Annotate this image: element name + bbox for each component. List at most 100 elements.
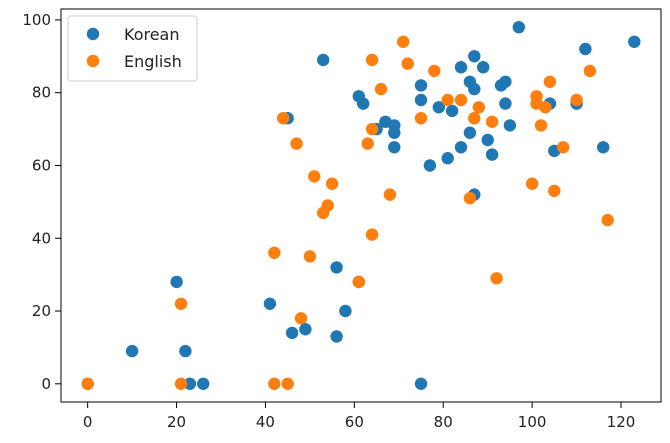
english-point [454,93,468,107]
korean-point [454,60,468,74]
korean-point [454,141,468,154]
korean-point [579,42,592,56]
korean-point [414,79,428,92]
y-tick-label: 80 [32,84,51,102]
korean-point [317,53,330,67]
english-point [174,377,188,390]
english-point [525,177,539,190]
korean-point [499,75,512,89]
korean-point [170,275,183,289]
points-layer [81,21,641,390]
english-point [321,199,334,212]
english-point [570,93,583,107]
y-tick-label: 100 [22,11,51,29]
english-point [401,57,414,70]
korean-point [441,152,454,165]
x-tick-label: 100 [518,413,547,431]
korean-point [445,104,459,118]
english-point [468,112,481,125]
x-tick-label: 20 [167,413,186,431]
legend-marker-korean [86,27,100,41]
x-tick-label: 120 [607,413,636,431]
english-point [414,112,428,125]
english-point [365,122,379,136]
english-point [557,141,570,154]
legend: Korean English [67,15,198,82]
korean-point [485,148,499,161]
english-point [472,101,485,114]
y-tick-label: 40 [32,229,51,247]
legend-label-korean: Korean [124,25,180,44]
y-tick-label: 0 [41,375,51,393]
english-point [325,177,339,190]
korean-point [468,82,481,96]
korean-point [481,133,494,147]
korean-point [125,344,139,358]
korean-point [388,141,401,154]
korean-point [263,297,277,310]
legend-box [67,15,198,82]
korean-point [285,326,299,340]
english-point [303,250,317,263]
english-point [539,101,552,114]
korean-point [357,97,370,110]
english-point [81,377,94,390]
english-point [583,64,597,78]
english-point [601,213,614,227]
x-tick-label: 80 [434,413,453,431]
legend-label-english: English [124,52,182,71]
axis-ticks: 0 20 40 60 80 100 120 0 20 40 60 80 100 [22,11,635,431]
english-point [530,90,543,103]
korean-point [339,304,352,318]
korean-point [477,60,490,74]
korean-point [463,126,477,139]
korean-point [628,35,641,48]
korean-point [299,323,312,336]
korean-point [414,93,428,107]
y-tick-label: 60 [32,156,51,174]
korean-point [179,344,192,358]
korean-point [432,101,445,114]
x-tick-label: 40 [256,413,275,431]
english-point [534,119,548,132]
korean-point [423,159,437,172]
english-point [463,192,477,205]
english-point [428,64,441,78]
english-point [281,377,294,390]
english-point [485,115,499,128]
english-point [490,272,503,285]
korean-point [414,377,428,390]
english-point [361,137,374,150]
english-point [352,275,365,289]
korean-point [503,119,517,132]
korean-point [388,126,401,139]
y-tick-label: 20 [32,302,51,320]
english-point [374,82,388,96]
series-english [81,35,614,390]
english-point [277,112,290,125]
english-point [365,53,379,67]
english-point [548,184,561,198]
english-point [397,35,410,48]
english-point [290,137,303,150]
english-point [308,170,321,183]
korean-point [197,377,210,390]
korean-point [499,97,512,110]
english-point [268,246,281,259]
english-point [268,377,281,390]
korean-point [330,261,343,274]
english-point [174,297,188,310]
korean-point [512,21,525,34]
x-tick-label: 0 [83,413,93,431]
english-point [365,228,379,241]
x-tick-label: 60 [345,413,364,431]
korean-point [468,50,481,63]
korean-point [330,330,343,343]
english-point [441,93,454,107]
plot-frame [60,8,662,403]
english-point [294,312,308,325]
korean-point [597,141,610,154]
korean-point [183,377,197,390]
